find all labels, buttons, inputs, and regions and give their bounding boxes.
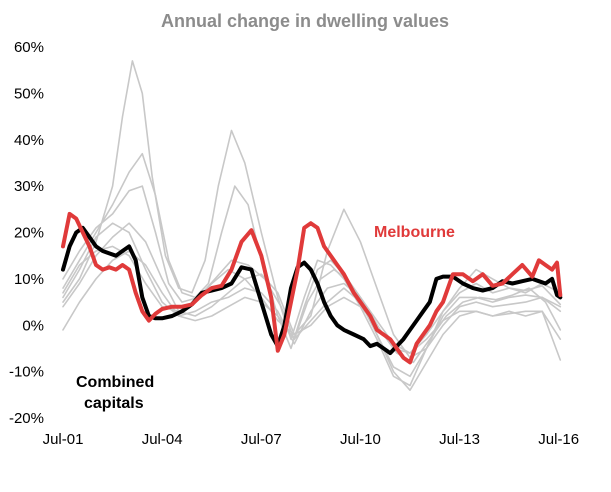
x-tick-label: Jul-13 [439,431,480,448]
y-tick-label: -20% [9,410,44,427]
series-line-other-capital [62,250,562,392]
x-tick-label: Jul-04 [142,431,183,448]
x-tick-label: Jul-16 [538,431,579,448]
series-line-other-capital [62,185,562,364]
x-tick-label: Jul-10 [340,431,381,448]
y-axis: 60% 50% 40% 30% 20% 10% 0% -10% -20% [9,39,44,427]
y-tick-label: 60% [14,39,44,56]
series-line-melbourne [61,211,563,365]
y-tick-label: 20% [14,225,44,242]
y-tick-label: 10% [14,271,44,288]
highlighted-lines [61,211,563,365]
combined-label-line2: capitals [84,395,144,412]
series-line-other-capital [62,60,562,387]
melbourne-label: Melbourne [374,224,455,241]
chart-title: Annual change in dwelling values [161,11,449,31]
x-tick-label: Jul-07 [241,431,282,448]
other-capitals-lines [62,60,562,392]
series-line-other-capital [62,245,562,354]
x-axis: Jul-01 Jul-04 Jul-07 Jul-10 Jul-13 Jul-16 [43,431,580,448]
series-line-other-capital [62,208,562,359]
y-tick-label: 30% [14,178,44,195]
y-tick-label: -10% [9,364,44,381]
combined-label-line1: Combined [76,374,154,391]
y-tick-label: 0% [22,317,44,334]
x-tick-label: Jul-01 [43,431,84,448]
y-tick-label: 40% [14,132,44,149]
y-tick-label: 50% [14,85,44,102]
series-line-combined-capitals [61,225,563,356]
